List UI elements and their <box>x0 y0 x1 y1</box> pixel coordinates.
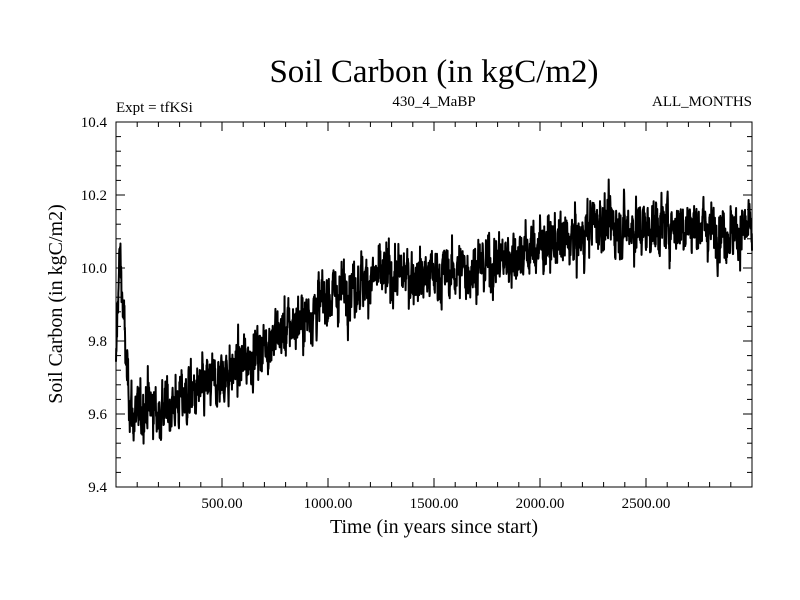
x-tick-labels: 500.00 1000.00 1500.00 2000.00 2500.00 <box>201 496 670 512</box>
y-axis-label: Soil Carbon (in kgC/m2) <box>45 204 67 403</box>
y-tick-label: 9.4 <box>88 480 107 496</box>
x-axis-label: Time (in years since start) <box>330 516 538 538</box>
chart-title: Soil Carbon (in kgC/m2) <box>269 54 598 90</box>
x-tick-label: 500.00 <box>201 496 242 512</box>
y-tick-label: 9.8 <box>88 334 107 350</box>
axis-ticks <box>116 122 752 487</box>
x-tick-label: 2000.00 <box>516 496 565 512</box>
y-tick-labels: 9.4 9.6 9.8 10.0 10.2 10.4 <box>81 115 108 496</box>
x-tick-label: 1500.00 <box>410 496 459 512</box>
y-tick-label: 9.6 <box>88 407 107 423</box>
soil-carbon-series-line <box>115 178 753 445</box>
y-tick-label: 10.0 <box>81 261 107 277</box>
subtitle-period: 430_4_MaBP <box>392 94 475 110</box>
plot-frame <box>115 121 753 488</box>
x-tick-label: 1000.00 <box>304 496 353 512</box>
subtitle-experiment: Expt = tfKSi <box>116 100 193 116</box>
subtitle-months: ALL_MONTHS <box>652 94 752 110</box>
x-tick-label: 2500.00 <box>622 496 671 512</box>
y-tick-label: 10.2 <box>81 188 107 204</box>
y-tick-label: 10.4 <box>81 115 108 131</box>
